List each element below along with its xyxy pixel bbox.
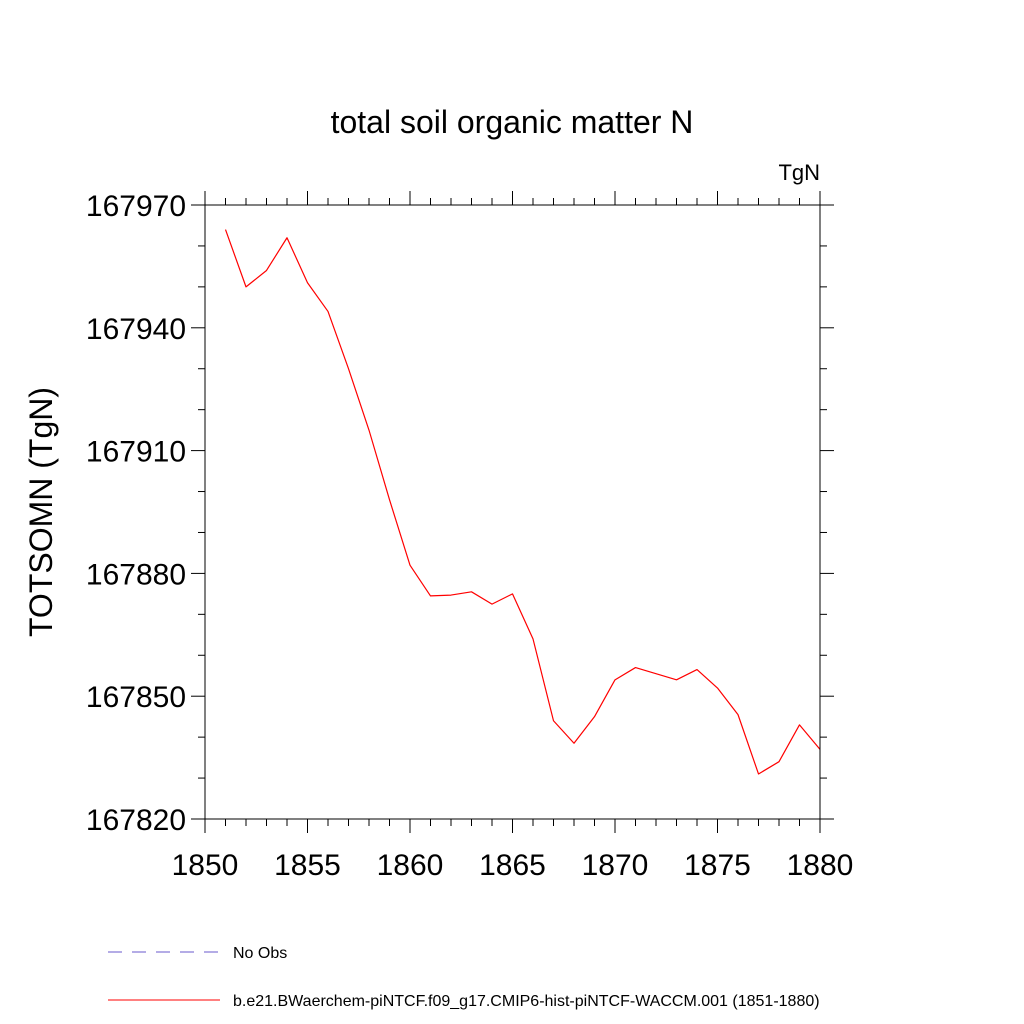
y-tick-label: 167910 (86, 436, 186, 469)
y-tick-label: 167820 (86, 804, 186, 837)
y-tick-label: 167970 (86, 190, 186, 223)
chart-title: total soil organic matter N (331, 104, 694, 140)
y-tick-label: 167850 (86, 681, 186, 714)
x-tick-label: 1855 (274, 849, 341, 882)
units-label: TgN (778, 160, 820, 185)
legend-label: No Obs (233, 945, 287, 962)
x-tick-label: 1850 (172, 849, 239, 882)
x-tick-label: 1870 (582, 849, 649, 882)
y-axis-label: TOTSOMN (TgN) (23, 387, 59, 637)
plot-frame (204, 204, 821, 820)
x-tick-label: 1880 (787, 849, 854, 882)
y-major-ticks (191, 204, 834, 820)
x-tick-label: 1865 (479, 849, 546, 882)
x-minor-ticks (225, 198, 800, 826)
series-lines (224, 229, 821, 775)
y-minor-ticks (198, 245, 827, 779)
y-tick-label: 167940 (86, 313, 186, 346)
x-tick-label: 1875 (684, 849, 751, 882)
legend-label: b.e21.BWaerchem-piNTCF.f09_g17.CMIP6-his… (233, 993, 820, 1010)
series-line (224, 229, 821, 775)
y-tick-label: 167880 (86, 558, 186, 591)
x-major-ticks (204, 191, 821, 833)
x-tick-labels: 1850 1855 1860 1865 1870 1875 1880 (172, 849, 854, 882)
x-tick-label: 1860 (377, 849, 444, 882)
y-tick-labels: 167820 167850 167880 167910 167940 167970 (86, 190, 186, 837)
legend: No Obs b.e21.BWaerchem-piNTCF.f09_g17.CMI… (108, 945, 820, 1010)
